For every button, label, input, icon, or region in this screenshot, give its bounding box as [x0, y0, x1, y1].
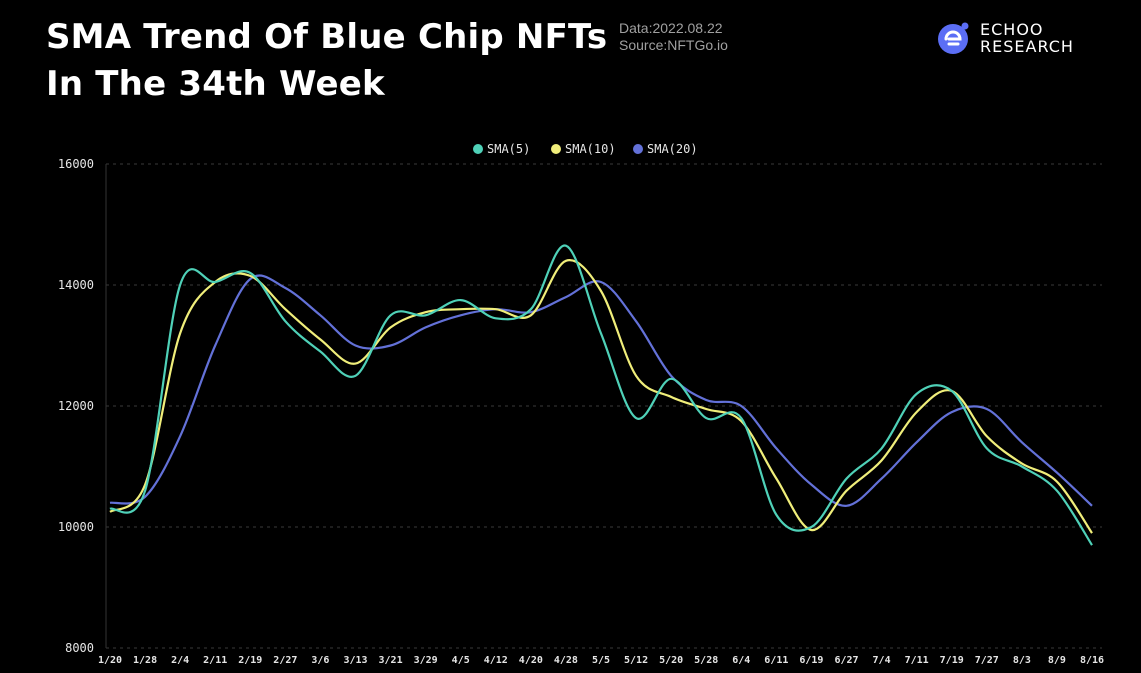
brand-line-1: ECHOO [980, 20, 1044, 39]
x-tick-label: 4/20 [519, 655, 543, 666]
x-tick-label: 5/12 [624, 655, 648, 666]
meta-info: Data:2022.08.22 Source:NFTGo.io [619, 20, 728, 54]
x-tick-label: 6/4 [732, 655, 750, 666]
x-tick-label: 2/11 [203, 655, 227, 666]
echoo-logo-icon [938, 22, 969, 54]
x-tick-label: 2/4 [171, 655, 189, 666]
x-tick-label: 7/4 [873, 655, 891, 666]
x-tick-label: 3/13 [343, 655, 367, 666]
x-tick-label: 7/11 [905, 655, 929, 666]
brand-logo: ECHOO RESEARCH [936, 20, 1074, 56]
legend-item[interactable]: SMA(10) [551, 142, 616, 156]
legend: SMA(5) SMA(10) SMA(20) [473, 142, 698, 156]
x-tick-label: 4/12 [484, 655, 508, 666]
x-axis: 1/20 1/28 2/4 2/11 2/19 2/27 3/6 3/13 3/21 3/29 4/… [98, 655, 1104, 666]
x-tick-label: 8/9 [1048, 655, 1066, 666]
legend-label: SMA(10) [565, 142, 616, 156]
grid-layer [106, 163, 1102, 649]
legend-item[interactable]: SMA(5) [473, 142, 530, 156]
y-tick-label: 12000 [58, 399, 94, 413]
series-line-sma20 [109, 274, 1093, 507]
sma-line-chart: 8000 10000 12000 14000 16000 1/20 1/28 2/4 2/11… [58, 142, 1104, 666]
y-tick-label: 16000 [58, 157, 94, 171]
x-tick-label: 2/27 [273, 655, 297, 666]
x-tick-label: 5/20 [659, 655, 683, 666]
x-tick-label: 1/28 [133, 655, 157, 666]
legend-swatch [473, 144, 483, 154]
source-text: Source:NFTGo.io [619, 37, 728, 53]
legend-swatch [633, 144, 643, 154]
title-line-1: SMA Trend Of Blue Chip NFTs [46, 17, 608, 57]
legend-swatch [551, 144, 561, 154]
x-tick-label: 3/21 [379, 655, 403, 666]
x-tick-label: 8/16 [1080, 655, 1104, 666]
series-line-sma10 [109, 259, 1093, 534]
x-tick-label: 5/5 [592, 655, 610, 666]
brand-line-2: RESEARCH [980, 37, 1074, 56]
x-tick-label: 4/28 [554, 655, 578, 666]
x-tick-label: 8/3 [1013, 655, 1031, 666]
y-axis: 8000 10000 12000 14000 16000 [58, 157, 107, 655]
date-text: Data:2022.08.22 [619, 20, 723, 36]
legend-label: SMA(5) [487, 142, 530, 156]
x-tick-label: 6/11 [764, 655, 788, 666]
legend-label: SMA(20) [647, 142, 698, 156]
x-tick-label: 6/19 [799, 655, 823, 666]
x-tick-label: 5/28 [694, 655, 718, 666]
x-tick-label: 7/27 [975, 655, 999, 666]
x-tick-label: 4/5 [452, 655, 470, 666]
legend-item[interactable]: SMA(20) [633, 142, 698, 156]
chart-title: SMA Trend Of Blue Chip NFTs In The 34th … [46, 14, 607, 108]
title-line-2: In The 34th Week [46, 64, 385, 104]
x-tick-label: 3/29 [414, 655, 438, 666]
y-tick-label: 10000 [58, 520, 94, 534]
x-tick-label: 6/27 [834, 655, 858, 666]
x-tick-label: 3/6 [311, 655, 329, 666]
x-tick-label: 2/19 [238, 655, 262, 666]
series-layer [109, 244, 1093, 546]
x-tick-label: 7/19 [940, 655, 964, 666]
series-line-sma5 [109, 244, 1093, 546]
x-tick-label: 1/20 [98, 655, 122, 666]
y-tick-label: 14000 [58, 278, 94, 292]
brand-name: ECHOO RESEARCH [980, 21, 1074, 55]
y-tick-label: 8000 [65, 641, 94, 655]
